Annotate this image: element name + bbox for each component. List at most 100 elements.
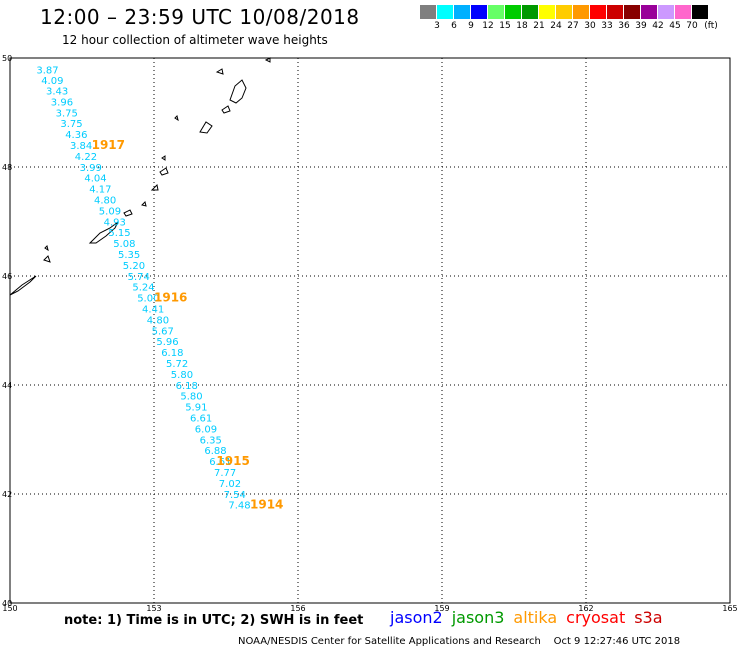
wave-reading: 4.17 — [89, 185, 111, 196]
lat-tick-label: 46 — [2, 272, 12, 281]
legend-swatch — [471, 5, 488, 19]
legend-swatch — [420, 5, 437, 19]
wave-reading: 5.24 — [132, 283, 154, 294]
wave-reading: 7.77 — [214, 468, 236, 479]
wave-reading: 4.41 — [142, 305, 164, 316]
land-outline — [88, 221, 119, 244]
land-outline — [9, 275, 37, 296]
lon-tick-label: 153 — [146, 604, 161, 613]
lat-tick-label: 44 — [2, 381, 12, 390]
legend-label: 45 — [669, 21, 681, 31]
wave-reading: 4.04 — [84, 174, 106, 185]
wave-reading: 3.96 — [51, 97, 73, 108]
wave-reading: 6.61 — [190, 414, 212, 425]
wave-reading: 5.15 — [108, 228, 130, 239]
legend-swatch — [522, 5, 539, 19]
land-outline — [221, 105, 231, 114]
legend-label: 30 — [584, 21, 596, 31]
wave-reading: 5.35 — [118, 250, 140, 261]
legend-swatches — [420, 5, 740, 19]
wave-reading: 6.09 — [195, 424, 217, 435]
time-label: 1916 — [154, 291, 187, 305]
wave-reading: 5.08 — [113, 239, 135, 250]
wave-reading: 7.54 — [224, 490, 246, 501]
legend-swatch — [658, 5, 675, 19]
color-legend: 3 6 9 12 15 18 21 24 27 30 33 36 39 42 45 70 (ft) — [420, 5, 740, 31]
legend-label: 33 — [601, 21, 613, 31]
wave-reading: 5.80 — [171, 370, 193, 381]
wave-reading: 3.75 — [56, 108, 78, 119]
land-outline — [150, 183, 159, 191]
legend-label: 3 — [434, 21, 440, 31]
land-outline — [199, 121, 213, 134]
time-labels: 1917 1916 1915 1914 — [92, 138, 284, 512]
wave-reading: 6.61 — [209, 457, 231, 468]
wave-reading: 7.48 — [228, 501, 250, 512]
wave-reading: 6.18 — [161, 348, 183, 359]
lon-tick-label: 156 — [290, 604, 305, 613]
legend-label: 24 — [550, 21, 562, 31]
wave-reading: 4.36 — [65, 130, 87, 141]
wave-reading: 5.74 — [128, 272, 150, 283]
page-subtitle: 12 hour collection of altimeter wave hei… — [62, 33, 328, 47]
units-note: note: 1) Time is in UTC; 2) SWH is in fe… — [64, 613, 364, 628]
wave-reading: 3.75 — [60, 119, 82, 130]
wave-reading: 7.02 — [219, 479, 241, 490]
wave-reading: 4.93 — [104, 217, 126, 228]
wave-reading: 6.18 — [176, 381, 198, 392]
wave-reading: 3.87 — [36, 65, 58, 76]
wave-reading: 5.80 — [180, 392, 202, 403]
wave-reading: 4.22 — [75, 152, 97, 163]
wave-reading: 3.84 — [70, 141, 92, 152]
wave-reading: 4.09 — [41, 76, 63, 87]
lon-tick-label: 165 — [722, 604, 737, 613]
legend-swatch — [624, 5, 641, 19]
legend-unit: (ft) — [704, 21, 718, 31]
legend-swatch — [488, 5, 505, 19]
legend-swatch — [590, 5, 607, 19]
legend-label: 42 — [652, 21, 664, 31]
wave-reading: 5.20 — [123, 261, 145, 272]
wave-reading: 3.99 — [80, 163, 102, 174]
axis-labels: 150 153 156 159 162 165 50 48 46 44 42 40 — [2, 54, 738, 613]
time-label: 1917 — [92, 138, 125, 152]
credit-footer: NOAA/NESDIS Center for Satellite Applica… — [238, 636, 680, 647]
legend-labels: 3 6 9 12 15 18 21 24 27 30 33 36 39 42 45 70 (ft) — [420, 19, 740, 31]
lat-tick-label: 48 — [2, 163, 12, 172]
wave-reading: 4.80 — [94, 196, 116, 207]
legend-label: 9 — [468, 21, 474, 31]
wave-reading: 5.00 — [137, 294, 159, 305]
legend-swatch — [437, 5, 454, 19]
legend-swatch — [641, 5, 658, 19]
coastline — [9, 57, 271, 296]
legend-swatch — [556, 5, 573, 19]
legend-label: 12 — [482, 21, 494, 31]
map-frame — [9, 57, 731, 604]
legend-label: 18 — [516, 21, 528, 31]
legend-swatch — [539, 5, 556, 19]
legend-label: 15 — [499, 21, 511, 31]
timestamp: Oct 9 12:27:46 UTC 2018 — [553, 636, 681, 647]
credit-text: NOAA/NESDIS Center for Satellite Applica… — [238, 636, 541, 647]
satellite-name: jason2 — [390, 608, 443, 627]
page-title: 12:00 – 23:59 UTC 10/08/2018 — [40, 5, 360, 29]
lat-tick-label: 50 — [2, 54, 12, 63]
land-outline — [229, 79, 247, 104]
land-outline — [44, 245, 49, 252]
land-outline — [215, 68, 224, 75]
lat-tick-label: 40 — [2, 599, 12, 608]
land-outline — [161, 155, 166, 161]
legend-swatch — [675, 5, 692, 19]
satellite-name: jason3 — [451, 608, 505, 627]
land-outline — [174, 115, 179, 122]
land-outline — [264, 57, 271, 63]
wave-reading: 5.67 — [152, 326, 174, 337]
satellite-name: cryosat — [566, 608, 626, 627]
legend-swatch — [505, 5, 522, 19]
wave-reading: 4.80 — [147, 315, 169, 326]
land-outline — [159, 167, 169, 176]
lon-tick-label: 159 — [434, 604, 449, 613]
legend-swatch — [573, 5, 590, 19]
lon-tick-label: 150 — [2, 604, 17, 613]
